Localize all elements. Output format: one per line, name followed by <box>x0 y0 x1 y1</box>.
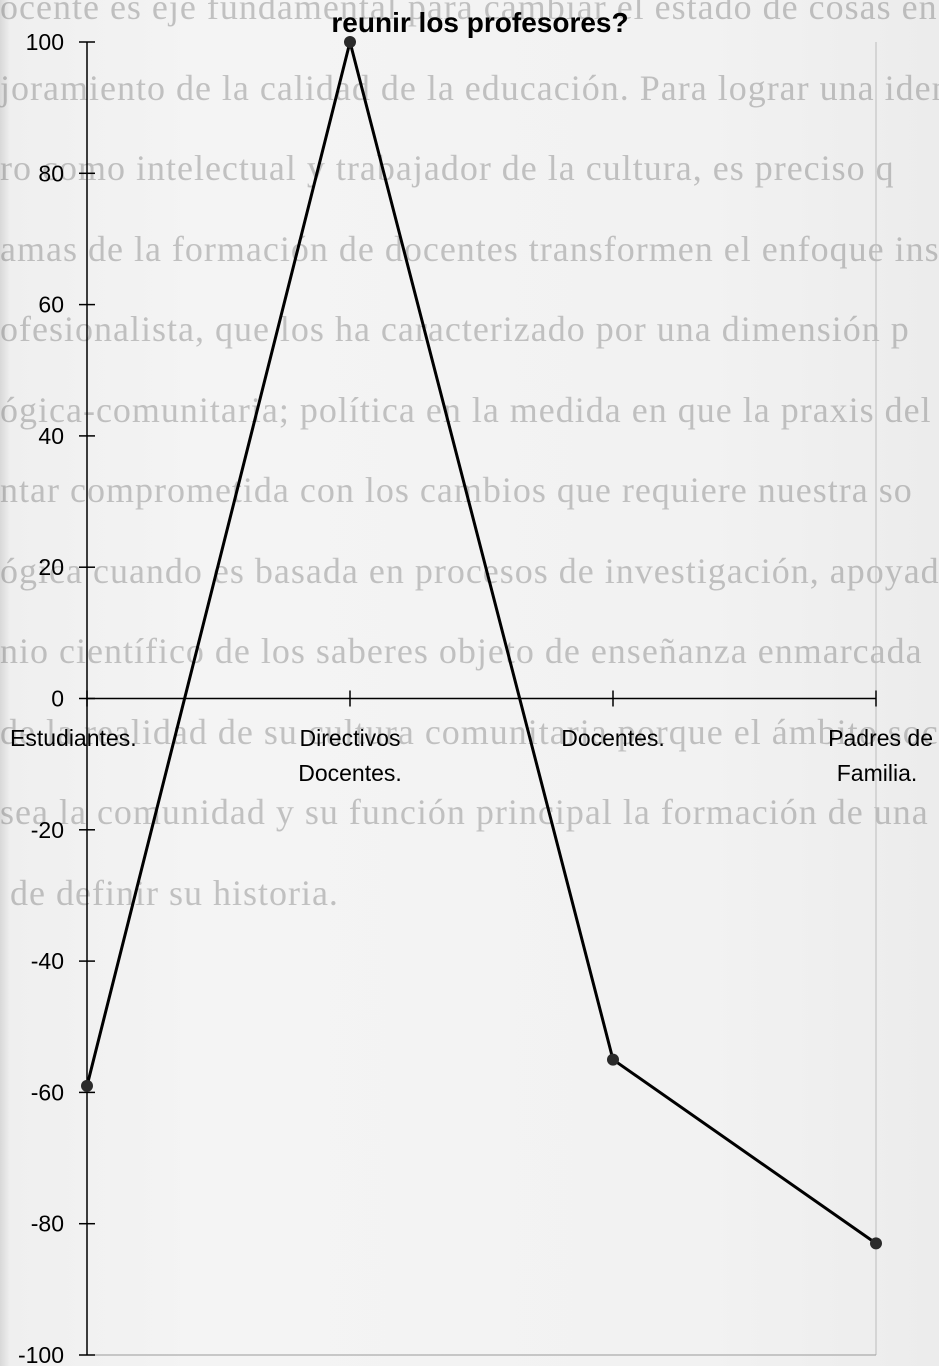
bleed-line: nio científico de los saberes objeto de … <box>0 631 923 671</box>
y-tick-label: 60 <box>38 292 64 318</box>
y-tick-label: 40 <box>38 423 64 449</box>
x-category-label: Docentes. <box>561 725 665 751</box>
data-point <box>344 36 356 48</box>
y-tick-label: 0 <box>51 686 64 712</box>
series-line <box>85 40 877 1245</box>
y-tick-label: -60 <box>31 1079 64 1105</box>
y-tick-label: -20 <box>31 817 64 843</box>
bleed-line: ntar comprometida con los cambios que re… <box>0 470 913 510</box>
y-tick-label: 100 <box>26 29 64 55</box>
bleed-line: ocente es eje fundamental para cambiar e… <box>0 0 939 27</box>
x-category-label: Docentes. <box>298 760 402 786</box>
x-category-label: Familia. <box>837 760 918 786</box>
bleed-line: ógica cuando es basada en procesos de in… <box>0 550 939 591</box>
bleed-line: ofesionalista, que los ha caracterizado … <box>0 309 910 349</box>
bleed-line: joramiento de la calidad de la educación… <box>0 67 939 108</box>
y-tick-label: -40 <box>31 948 64 974</box>
bleed-line: ógica-comunitaria; política en la medida… <box>0 389 939 430</box>
data-point <box>81 1079 93 1092</box>
y-tick-label: 80 <box>38 160 64 186</box>
x-category-label: Directivos <box>300 725 401 751</box>
series-lines <box>81 36 882 1250</box>
bleed-line: ro como intelectual y trabajador de la c… <box>0 148 895 188</box>
y-tick-label: -100 <box>18 1342 64 1366</box>
x-category-label: Estudiantes. <box>10 725 137 751</box>
chart-title: reunir los profesores? <box>331 7 628 38</box>
data-point <box>870 1237 882 1250</box>
y-axis: 100 80 60 40 20 0 -20 -40 -60 -80 -100 <box>18 29 95 1366</box>
bleed-line: de la realidad de su cultura comunitaria… <box>0 711 939 752</box>
data-point <box>607 1053 619 1066</box>
x-axis: Estudiantes. Directivos Docentes. Docentes.… <box>10 690 933 786</box>
bleed-line: amas de la formación de docentes transfo… <box>0 228 939 269</box>
y-tick-label: -80 <box>31 1211 64 1237</box>
x-category-label: Padres de <box>828 725 933 751</box>
y-tick-label: 20 <box>38 554 64 580</box>
bleed-line: de definir su historia. <box>10 872 339 913</box>
